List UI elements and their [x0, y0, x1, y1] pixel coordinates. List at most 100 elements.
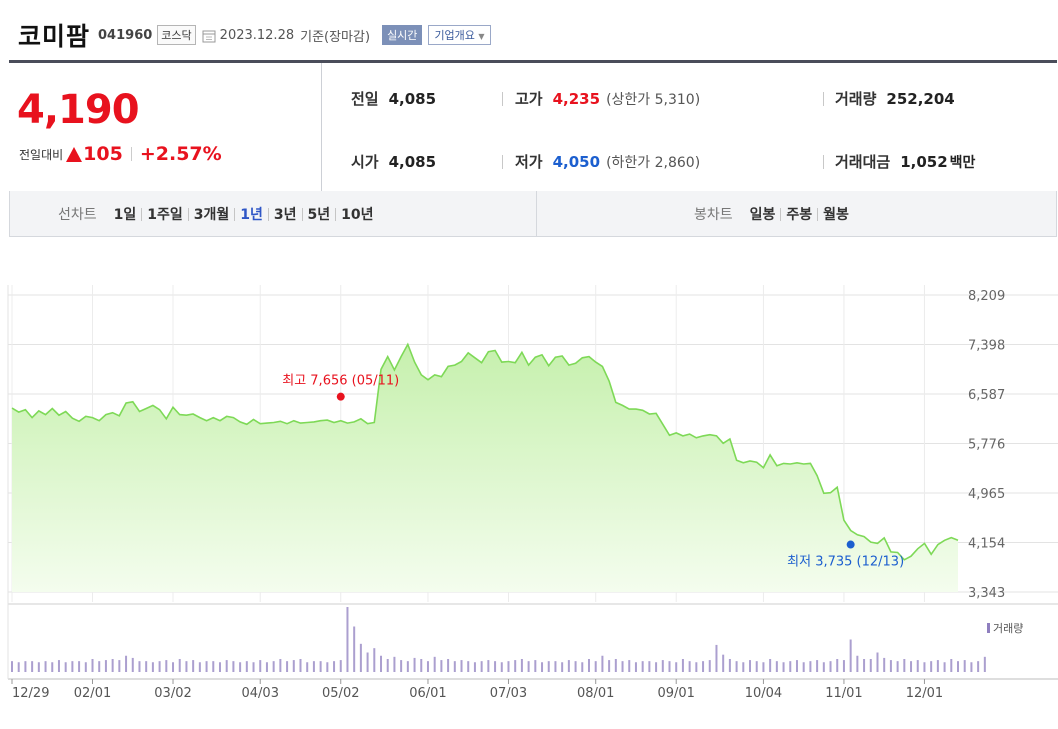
min-point — [846, 540, 855, 549]
volume-bar — [480, 661, 483, 672]
period-line_items-0[interactable]: 1일 — [113, 207, 137, 223]
volume-bar — [205, 661, 208, 672]
volume-bar — [728, 659, 731, 672]
price-summary: 4,190 전일대비 105 +2.57% — [9, 63, 322, 193]
volume-bar — [125, 655, 128, 672]
stock-header: 코미팜 041960 코스닥 2023.12.28 기준(장마감) 실시간 기업… — [18, 20, 491, 51]
volume-bar — [769, 659, 772, 672]
volume-bar — [883, 657, 886, 672]
x-tick-label: 09/01 — [657, 686, 694, 701]
volume-bar — [983, 656, 986, 672]
calendar-icon — [202, 28, 216, 43]
divider — [335, 207, 337, 221]
period-line_items-2[interactable]: 3개월 — [193, 207, 230, 223]
low-value: 4,050 — [552, 153, 601, 171]
y-tick-label: 4,154 — [968, 537, 1005, 552]
volume-bar — [306, 662, 309, 672]
volume-bar — [500, 662, 503, 672]
volume-bar — [393, 656, 396, 672]
volume-bar — [742, 662, 745, 672]
volume-bar — [970, 662, 973, 672]
volume-bar — [406, 661, 409, 672]
volume-bar — [661, 660, 664, 672]
volume-bar — [561, 662, 564, 672]
volume-bar — [708, 660, 711, 672]
divider — [823, 92, 824, 106]
volume: 거래량 252,204 — [835, 88, 955, 109]
open-value: 4,085 — [388, 153, 437, 171]
volume-bar — [910, 661, 913, 672]
period-candle_items-1[interactable]: 주봉 — [786, 207, 813, 223]
volume-bar — [373, 648, 376, 672]
volume-bar — [453, 661, 456, 672]
volume-bar — [198, 662, 201, 672]
volume-bar — [829, 661, 832, 672]
volume-bar — [172, 662, 175, 672]
volume-bar — [903, 659, 906, 672]
amount-label: 거래대금 — [835, 153, 891, 171]
divider — [301, 207, 303, 221]
volume-bar — [413, 657, 416, 672]
y-tick-label: 6,587 — [968, 388, 1005, 403]
volume-bar — [567, 660, 570, 672]
volume-bar — [641, 661, 644, 672]
volume-bar — [473, 662, 476, 672]
candle-chart-periods: 봉차트 일봉 주봉 월봉 — [694, 191, 854, 237]
period-line_items-4[interactable]: 3년 — [273, 207, 297, 223]
period-line_items-1[interactable]: 1주일 — [147, 207, 183, 223]
realtime-button[interactable]: 실시간 — [382, 25, 423, 45]
volume-bar — [755, 661, 758, 672]
volume-bar — [628, 660, 631, 672]
volume-bar — [547, 661, 550, 672]
volume-bar — [957, 661, 959, 672]
y-axis-labels: 8,209 7,398 6,587 5,776 4,965 4,154 3,343 — [968, 289, 1005, 601]
low-label: 저가 — [515, 153, 543, 171]
volume-bar — [185, 661, 188, 672]
period-line_items-5[interactable]: 5년 — [307, 207, 331, 223]
volume-bar — [494, 661, 497, 672]
lower-limit: (하한가 2,860) — [606, 155, 701, 171]
open-label: 시가 — [351, 153, 379, 171]
volume-bar — [104, 660, 107, 672]
x-tick-label: 11/01 — [825, 686, 862, 701]
volume-bar — [520, 659, 523, 672]
min-label: 최저 3,735 (12/13) — [787, 555, 904, 570]
x-tick-label: 12/29 — [12, 686, 49, 701]
volume-bar — [158, 661, 161, 672]
volume-bar — [319, 661, 322, 672]
period-candle_items-0[interactable]: 일봉 — [749, 207, 776, 223]
period-line_items-6[interactable]: 10년 — [341, 207, 374, 223]
volume-bar — [869, 659, 872, 672]
volume-bar — [312, 661, 315, 672]
chevron-down-icon: ▼ — [478, 32, 485, 41]
stock-name: 코미팜 — [18, 22, 91, 51]
volume-bar — [581, 662, 584, 672]
volume-bar — [467, 661, 470, 672]
volume-bar — [78, 661, 81, 672]
low-price: 저가 4,050 (하한가 2,860) — [515, 151, 700, 172]
x-tick-label: 08/01 — [577, 686, 614, 701]
volume-value: 252,204 — [886, 90, 955, 108]
divider — [502, 92, 503, 106]
volume-bar — [923, 662, 926, 672]
volume-bar — [762, 662, 765, 672]
volume-bar — [299, 659, 302, 672]
amount-value: 1,052 — [900, 153, 948, 171]
volume-bar — [400, 660, 403, 672]
y-tick-label: 8,209 — [968, 289, 1005, 304]
period-candle_items-2[interactable]: 월봉 — [823, 207, 849, 223]
company-info-dropdown[interactable]: 기업개요 ▼ — [428, 25, 491, 45]
max-label: 최고 7,656 (05/11) — [282, 374, 399, 389]
price-change: 전일대비 105 +2.57% — [19, 143, 222, 165]
x-tick-label: 12/01 — [906, 686, 943, 701]
high-price: 고가 4,235 (상한가 5,310) — [515, 88, 700, 109]
high-value: 4,235 — [552, 90, 601, 108]
volume-bar — [863, 659, 866, 672]
volume-bar — [192, 660, 195, 672]
x-tick-label: 07/03 — [490, 686, 527, 701]
volume-bar — [239, 662, 242, 672]
volume-bar — [655, 662, 658, 672]
period-line_items-3[interactable]: 1년 — [240, 207, 263, 223]
volume-bar — [91, 659, 94, 672]
divider — [187, 207, 189, 221]
